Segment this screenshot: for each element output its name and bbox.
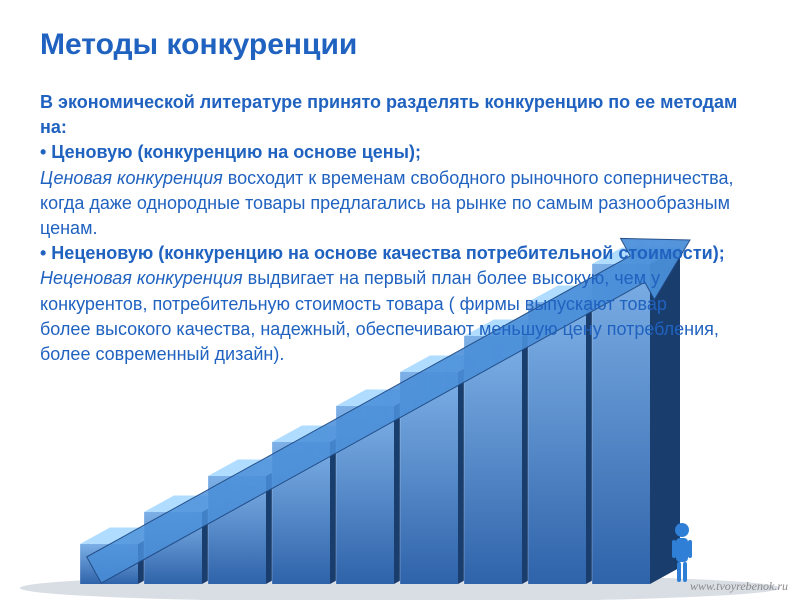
term-nonprice: Неценовая конкуренция bbox=[40, 268, 243, 288]
term-price: Ценовая конкуренция bbox=[40, 168, 223, 188]
intro-line: В экономической литературе принято разде… bbox=[40, 90, 760, 140]
desc-nonprice-2: более высокого качества, надежный, обесп… bbox=[40, 317, 760, 367]
slide-title: Методы конкуренции bbox=[40, 28, 760, 62]
watermark-text: www.tvoyrebenok.ru bbox=[690, 579, 788, 594]
slide: Методы конкуренции В экономической литер… bbox=[0, 0, 800, 600]
desc-price: Ценовая конкуренция восходит к временам … bbox=[40, 166, 760, 242]
bullet-price: • Ценовую (конкуренцию на основе цены); bbox=[40, 140, 760, 165]
slide-body: В экономической литературе принято разде… bbox=[40, 90, 760, 367]
desc-nonprice: Неценовая конкуренция выдвигает на первы… bbox=[40, 266, 760, 316]
bullet-nonprice: • Неценовую (конкуренцию на основе качес… bbox=[40, 241, 760, 266]
